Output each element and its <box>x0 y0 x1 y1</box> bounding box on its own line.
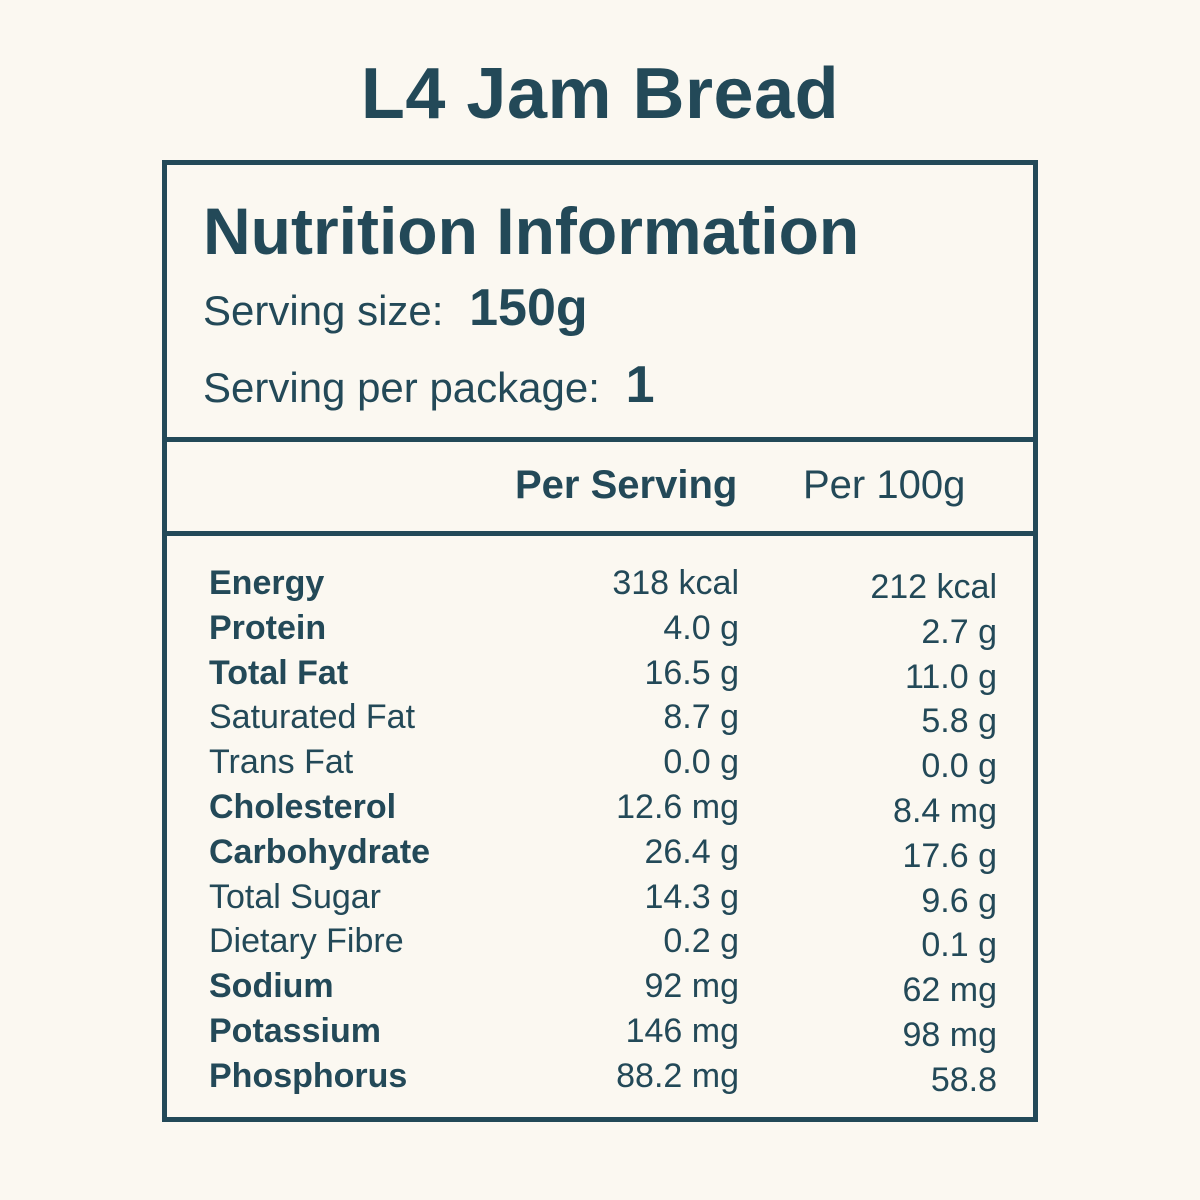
nutrient-name: Carbohydrate <box>209 832 431 871</box>
nutrient-per-serving: 8.7 g <box>663 698 739 737</box>
nutrient-name: Energy <box>209 564 325 602</box>
column-header-per-serving: Per Serving <box>515 463 738 507</box>
table-row: Total Sugar 14.3 g 9.6 g <box>167 875 1033 920</box>
servings-per-package: Serving per package: 1 <box>203 359 655 413</box>
nutrient-name: Phosphorus <box>209 1056 408 1095</box>
nutrient-per-serving: 0.2 g <box>663 922 739 961</box>
nutrient-per-serving: 26.4 g <box>644 832 739 871</box>
columns-divider <box>167 531 1033 536</box>
nutrient-name: Total Sugar <box>209 877 381 916</box>
nutrient-per-100g: 17.6 g <box>902 836 997 875</box>
nutrient-per-serving: 146 mg <box>625 1011 739 1050</box>
nutrient-per-100g: 9.6 g <box>921 881 997 920</box>
table-row: Sodium 92 mg 62 mg <box>167 964 1033 1009</box>
nutrient-per-100g: 11.0 g <box>904 657 997 696</box>
column-header-per-100g: Per 100g <box>803 463 966 507</box>
table-row: Dietary Fibre 0.2 g 0.1 g <box>167 919 1033 964</box>
nutrient-per-serving: 14.3 g <box>644 877 739 916</box>
table-row: Carbohydrate 26.4 g 17.6 g <box>167 830 1033 875</box>
nutrient-per-100g: 8.4 mg <box>893 791 997 830</box>
nutrient-per-serving: 4.0 g <box>663 608 739 647</box>
label-heading: Nutrition Information <box>203 194 860 268</box>
table-row: Protein 4.0 g 2.7 g <box>167 606 1033 651</box>
nutrient-per-100g: 0.0 g <box>921 747 997 786</box>
nutrient-per-serving: 16.5 g <box>644 653 739 692</box>
nutrient-name: Sodium <box>209 967 334 1006</box>
nutrient-per-100g: 212 kcal <box>870 568 997 606</box>
table-row: Potassium 146 mg 98 mg <box>167 1009 1033 1054</box>
table-row: Trans Fat 0.0 g 0.0 g <box>167 740 1033 785</box>
serving-size-label: Serving size: <box>203 287 444 334</box>
table-row: Total Fat 16.5 g 11.0 g <box>167 651 1033 696</box>
nutrient-name: Cholesterol <box>209 787 397 826</box>
nutrient-per-serving: 88.2 mg <box>616 1056 739 1095</box>
nutrient-name: Trans Fat <box>209 743 354 782</box>
nutrient-name: Total Fat <box>209 653 349 692</box>
nutrient-per-serving: 92 mg <box>644 967 740 1006</box>
nutrient-per-100g: 5.8 g <box>921 702 997 741</box>
table-row: Energy 318 kcal 212 kcal <box>167 561 1033 606</box>
nutrient-name: Potassium <box>209 1011 381 1050</box>
header-divider <box>167 437 1033 442</box>
label-header: Nutrition Information Serving size: 150g… <box>167 165 1033 437</box>
nutrient-per-serving: 0.0 g <box>663 743 739 782</box>
table-row: Phosphorus 88.2 mg 58.8 <box>167 1054 1033 1099</box>
nutrient-name: Saturated Fat <box>209 698 416 737</box>
nutrient-per-100g: 2.7 g <box>921 612 997 651</box>
nutrient-name: Protein <box>209 608 327 647</box>
nutrient-per-serving: 12.6 mg <box>616 787 739 826</box>
nutrient-per-100g: 58.8 <box>930 1060 997 1099</box>
nutrient-per-100g: 62 mg <box>902 971 998 1010</box>
nutrient-per-100g: 98 mg <box>902 1015 998 1054</box>
product-title: L4 Jam Bread <box>360 54 840 134</box>
servings-per-package-label: Serving per package: <box>203 364 600 411</box>
table-row: Saturated Fat 8.7 g 5.8 g <box>167 695 1033 740</box>
nutrient-name: Dietary Fibre <box>209 922 404 961</box>
nutrition-label: Nutrition Information Serving size: 150g… <box>162 160 1038 1122</box>
serving-size: Serving size: 150g <box>203 282 588 336</box>
table-row: Cholesterol 12.6 mg 8.4 mg <box>167 785 1033 830</box>
nutrient-per-serving: 318 kcal <box>612 564 739 602</box>
servings-per-package-value: 1 <box>625 356 655 414</box>
nutrient-per-100g: 0.1 g <box>921 926 997 965</box>
serving-size-value: 150g <box>469 279 588 337</box>
